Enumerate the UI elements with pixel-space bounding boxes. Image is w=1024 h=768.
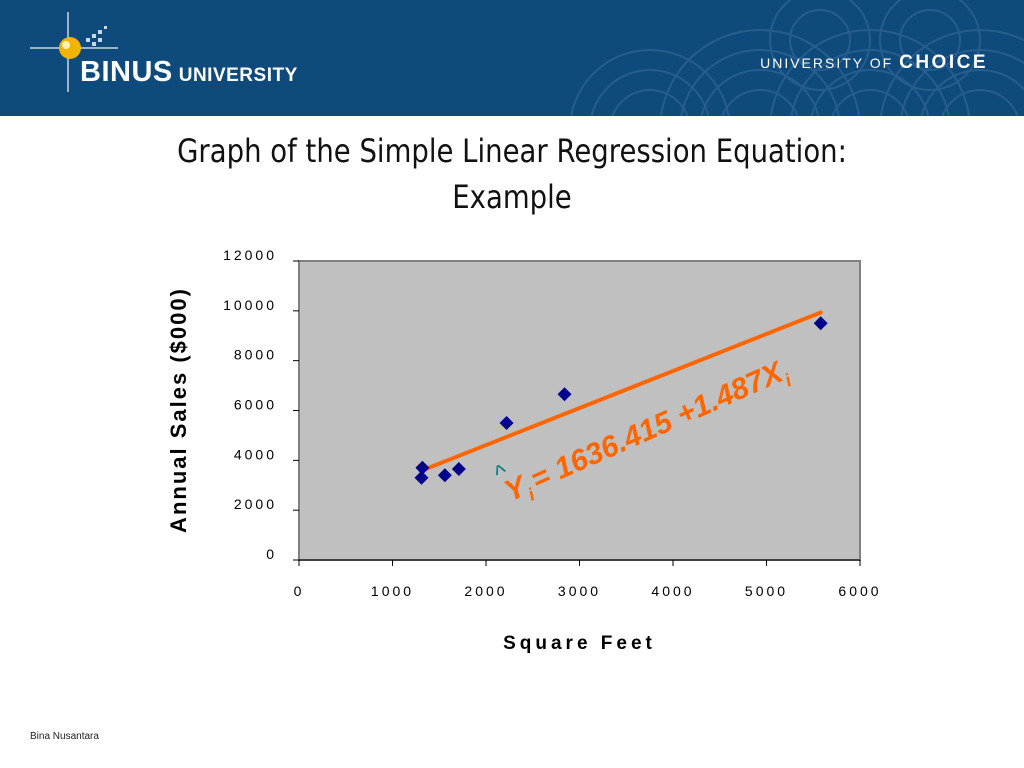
data-point [415, 460, 430, 475]
x-axis-title: Square Feet [503, 633, 656, 654]
tagline-prefix: UNIVERSITY OF [760, 55, 894, 71]
header-banner: BINUS UNIVERSITY UNIVERSITY OF CHOICE [0, 0, 1024, 116]
y-axis-title: Annual Sales ($000) [166, 287, 191, 533]
y-tick-label: 2000 [234, 496, 277, 512]
regression-line [418, 310, 823, 474]
x-tick-label: 6000 [838, 583, 881, 599]
tagline-emphasis: CHOICE [899, 52, 988, 73]
data-point [451, 462, 466, 477]
y-tick-label: 12000 [223, 247, 277, 263]
slide-title-line-2: Example [452, 178, 572, 216]
x-tick-label: 1000 [371, 583, 414, 599]
x-tick-label: 3000 [558, 583, 601, 599]
slide-title: Graph of the Simple Linear Regression Eq… [123, 128, 900, 220]
plot-area [298, 260, 861, 561]
y-tick-label: 8000 [234, 347, 277, 363]
x-tick-label: 4000 [651, 583, 694, 599]
logo-suffix: UNIVERSITY [178, 65, 298, 86]
logo-name: BINUS [80, 56, 173, 88]
data-point [813, 316, 828, 331]
x-tick-label: 2000 [464, 583, 507, 599]
tagline: UNIVERSITY OF CHOICE [760, 52, 988, 74]
y-tick-label: 0 [266, 546, 277, 562]
data-point [557, 387, 572, 402]
y-tick-label: 4000 [234, 446, 277, 462]
data-point [414, 470, 429, 485]
slide-title-line-1: Graph of the Simple Linear Regression Eq… [177, 132, 847, 170]
data-point [437, 468, 452, 483]
y-tick-label: 10000 [223, 297, 277, 313]
y-tick-label: 6000 [234, 397, 277, 413]
x-tick-label: 5000 [745, 583, 788, 599]
data-point [499, 415, 514, 430]
binus-logo-mark [30, 12, 118, 92]
x-tick-label: 0 [294, 583, 305, 599]
binus-university-logo: BINUS UNIVERSITY [80, 56, 298, 89]
footer-text: Bina Nusantara [30, 731, 99, 742]
banner-arcs-pattern [30, 0, 1024, 116]
